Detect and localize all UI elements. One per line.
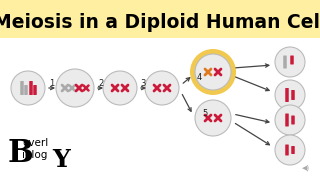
FancyBboxPatch shape <box>24 85 28 95</box>
FancyBboxPatch shape <box>0 0 320 38</box>
FancyBboxPatch shape <box>33 85 37 95</box>
Circle shape <box>11 71 45 105</box>
FancyBboxPatch shape <box>283 55 287 69</box>
FancyBboxPatch shape <box>291 116 295 125</box>
FancyBboxPatch shape <box>290 55 294 64</box>
Circle shape <box>275 135 305 165</box>
Circle shape <box>56 69 94 107</box>
Text: Meiosis in a Diploid Human Cell: Meiosis in a Diploid Human Cell <box>0 12 320 32</box>
Circle shape <box>275 47 305 77</box>
Circle shape <box>275 105 305 135</box>
FancyBboxPatch shape <box>285 88 289 102</box>
FancyBboxPatch shape <box>20 81 24 95</box>
Text: 4: 4 <box>196 73 202 82</box>
Circle shape <box>195 100 231 136</box>
Circle shape <box>103 71 137 105</box>
Circle shape <box>275 80 305 110</box>
Circle shape <box>195 54 231 90</box>
FancyBboxPatch shape <box>285 114 289 127</box>
Text: ◀): ◀) <box>302 165 310 171</box>
FancyBboxPatch shape <box>291 90 295 100</box>
Text: everl: everl <box>22 138 48 148</box>
Text: iolog: iolog <box>22 150 47 160</box>
Text: 3: 3 <box>140 80 146 89</box>
Text: Y: Y <box>52 148 70 172</box>
Text: 2: 2 <box>98 80 104 89</box>
Text: 5: 5 <box>202 109 208 118</box>
Circle shape <box>190 49 236 95</box>
Text: B: B <box>8 138 34 169</box>
FancyBboxPatch shape <box>285 145 289 156</box>
FancyBboxPatch shape <box>291 146 295 154</box>
Circle shape <box>145 71 179 105</box>
FancyBboxPatch shape <box>29 81 33 95</box>
Text: 1: 1 <box>49 80 55 89</box>
